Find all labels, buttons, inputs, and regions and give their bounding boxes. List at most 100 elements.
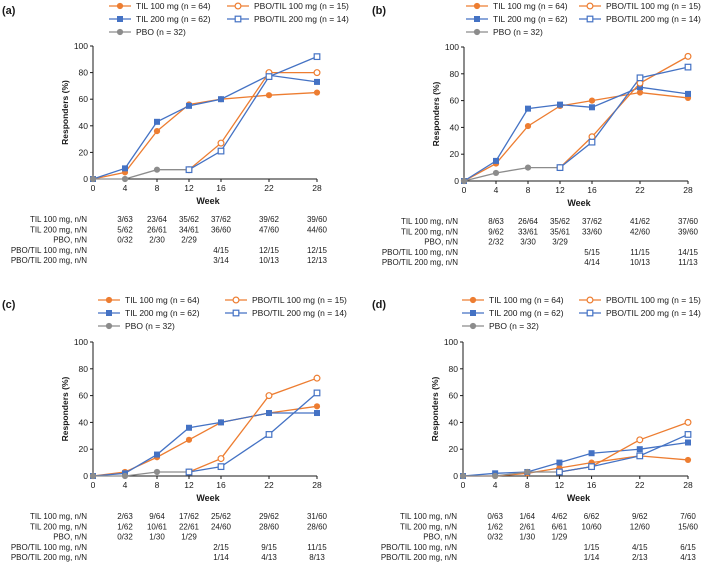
data-point-til200: [637, 84, 643, 91]
x-tick-label: 0: [461, 480, 466, 490]
data-point-til100: [313, 89, 321, 96]
chart-panel: (b) TIL 100 mg (n = 64) TIL 200 mg (n = 62…: [372, 1, 701, 267]
table-cell: 28/60: [307, 522, 328, 531]
table-cell: 2/13: [632, 553, 648, 562]
data-point-til100: [524, 122, 532, 130]
table-cell: 3/30: [520, 238, 536, 247]
y-tick-label: 40: [449, 417, 459, 427]
series-line-pbo_til200: [188, 392, 318, 473]
y-tick-label: 60: [450, 96, 460, 106]
y-tick-label: 0: [454, 176, 459, 186]
data-point-pbo_til200: [217, 147, 225, 155]
legend-marker: [232, 296, 240, 304]
table-cell: 3/29: [552, 238, 568, 247]
legend-label: TIL 200 mg (n = 62): [136, 14, 211, 24]
data-point-pbo_til200: [313, 53, 321, 61]
table-row-label: PBO, n/N: [53, 236, 87, 245]
y-tick-label: 80: [79, 364, 89, 374]
table-cell: 10/13: [630, 258, 651, 267]
y-tick-label: 60: [449, 391, 459, 401]
data-point-pbo_til200: [588, 138, 596, 146]
data-point-til200: [186, 424, 192, 431]
table-cell: 10/60: [582, 522, 603, 531]
y-tick-label: 0: [453, 471, 458, 481]
table-row-label: PBO/TIL 100 mg, n/N: [11, 543, 87, 552]
y-tick-label: 80: [449, 364, 459, 374]
table-cell: 12/13: [307, 256, 328, 265]
table-cell: 8/63: [488, 217, 504, 226]
panel-label: (d): [372, 299, 386, 311]
data-point-pbo: [153, 166, 161, 173]
data-point-til200: [154, 451, 160, 458]
legend-label: TIL 100 mg (n = 64): [489, 295, 564, 305]
table-cell: 15/60: [678, 522, 699, 531]
table-cell: 39/62: [259, 215, 280, 224]
y-axis-title: Responders (%): [430, 376, 440, 441]
table-cell: 29/62: [259, 512, 280, 521]
legend-marker: [473, 2, 481, 10]
table-cell: 36/60: [211, 225, 232, 234]
table-row-label: TIL 100 mg, n/N: [401, 217, 458, 226]
panel-label: (b): [372, 5, 386, 17]
legend-marker: [470, 310, 476, 316]
legend-label: PBO (n = 32): [493, 27, 543, 37]
y-tick-label: 100: [444, 337, 458, 347]
table-cell: 12/15: [259, 246, 280, 255]
x-tick-label: 8: [526, 185, 531, 195]
legend-label: TIL 200 mg (n = 62): [489, 308, 564, 318]
data-point-pbo_til200: [556, 468, 563, 476]
legend-label: PBO/TIL 200 mg (n = 14): [252, 308, 347, 318]
table-cell: 11/15: [630, 248, 650, 257]
legend-label: PBO (n = 32): [125, 321, 175, 331]
table-cell: 26/61: [147, 225, 168, 234]
data-point-pbo_til200: [684, 63, 692, 71]
table-cell: 37/62: [211, 215, 232, 224]
table-cell: 12/15: [307, 246, 328, 255]
data-point-pbo_til200: [588, 463, 595, 471]
table-cell: 1/30: [519, 533, 535, 542]
x-tick-label: 4: [123, 183, 128, 193]
table-cell: 10/61: [147, 522, 168, 531]
y-tick-label: 0: [83, 471, 88, 481]
table-cell: 34/61: [179, 225, 200, 234]
table-cell: 1/62: [487, 522, 503, 531]
x-tick-label: 16: [216, 183, 226, 193]
data-point-til100: [588, 97, 596, 104]
legend-label: TIL 200 mg (n = 62): [125, 308, 200, 318]
table-cell: 44/60: [307, 225, 328, 234]
table-cell: 1/15: [584, 543, 600, 552]
legend-marker: [116, 2, 124, 10]
data-point-pbo: [89, 175, 97, 183]
table-cell: 4/15: [213, 246, 229, 255]
table-cell: 25/62: [211, 512, 232, 521]
legend-label: PBO/TIL 200 mg (n = 14): [606, 14, 701, 24]
data-point-pbo_til100: [265, 392, 273, 400]
data-point-pbo_til200: [217, 463, 225, 471]
data-point-til200: [556, 459, 563, 466]
x-tick-label: 22: [635, 185, 645, 195]
table-row-label: TIL 200 mg, n/N: [30, 522, 87, 531]
y-tick-label: 20: [79, 147, 89, 157]
panel-label: (c): [2, 299, 16, 311]
legend-label: PBO (n = 32): [489, 321, 539, 331]
legend-label: PBO/TIL 100 mg (n = 15): [606, 295, 701, 305]
table-cell: 3/14: [213, 256, 229, 265]
data-point-til100: [313, 403, 321, 410]
legend-label: TIL 100 mg (n = 64): [125, 295, 200, 305]
legend-label: TIL 100 mg (n = 64): [493, 1, 568, 11]
x-tick-label: 16: [216, 480, 226, 490]
data-point-til200: [314, 410, 320, 417]
data-point-til200: [588, 450, 595, 457]
data-point-til100: [185, 436, 193, 443]
data-point-pbo: [89, 472, 97, 480]
table-row-label: PBO/TIL 200 mg, n/N: [11, 553, 87, 562]
data-point-til200: [685, 90, 691, 97]
table-cell: 14/15: [678, 248, 699, 257]
x-tick-label: 4: [494, 185, 499, 195]
data-point-til200: [218, 96, 224, 103]
data-point-til200: [266, 410, 272, 417]
legend-label: PBO (n = 32): [136, 27, 186, 37]
series-line-pbo: [463, 471, 560, 477]
data-point-til200: [493, 157, 499, 164]
